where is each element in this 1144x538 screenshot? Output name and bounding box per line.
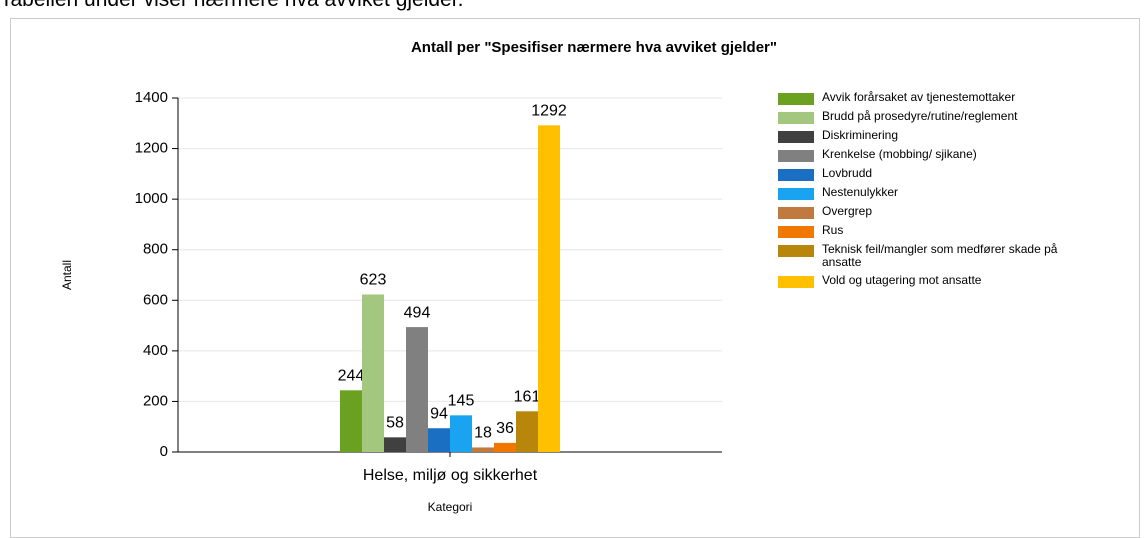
y-tick-label: 1400 [135,89,168,106]
legend-item: Brudd på prosedyre/rutine/reglement [778,110,1118,124]
bar [472,447,494,452]
legend-label: Nestenulykker [822,185,899,199]
legend-swatch [778,131,814,143]
y-tick-label: 200 [143,392,168,409]
y-tick-label: 1000 [135,190,168,207]
legend-item: Nestenulykker [778,186,1118,200]
y-tick-label: 800 [143,241,168,258]
intro-text: Tabellen under viser nærmere hva avviket… [0,0,463,12]
data-label: 244 [338,368,365,385]
legend-item: Rus [778,224,1118,238]
legend-label: Diskriminering [822,128,899,142]
data-label: 94 [430,405,448,422]
legend-item: Lovbrudd [778,167,1118,181]
legend-label: Lovbrudd [822,166,873,180]
legend-swatch [778,245,814,257]
legend-swatch [778,226,814,238]
data-label: 36 [496,420,514,437]
legend-label: Overgrep [822,204,873,218]
legend-label: Teknisk feil/mangler som medfører skade … [822,242,1058,269]
bar [516,411,538,452]
legend-swatch [778,93,814,105]
y-tick-label: 0 [160,443,168,460]
y-tick-label: 1200 [135,140,168,157]
bar [538,125,560,453]
legend-label: Brudd på prosedyre/rutine/reglement [822,109,1018,123]
legend-swatch [778,188,814,200]
bar [428,428,450,452]
legend-swatch [778,112,814,124]
legend-label: Krenkelse (mobbing/ sjikane) [822,147,977,161]
legend: Avvik forårsaket av tjenestemottaker Brud… [778,91,1118,293]
x-tick-label: Helse, miljø og sikkerhet [363,467,538,484]
y-tick-label: 600 [143,291,168,308]
legend-swatch [778,169,814,181]
legend-item: Vold og utagering mot ansatte [778,274,1118,288]
legend-label: Rus [822,223,844,237]
data-label: 494 [404,304,431,321]
data-label: 1292 [531,103,567,120]
data-label: 623 [360,272,387,289]
legend-label: Avvik forårsaket av tjenestemottaker [822,90,1016,104]
legend-item: Overgrep [778,205,1118,219]
data-label: 58 [386,415,404,432]
legend-swatch [778,276,814,288]
bar [362,294,384,452]
chart-title: Antall per "Spesifiser nærmere hva avvik… [411,39,777,56]
y-axis-label: Antall [60,260,74,290]
bar [450,415,472,452]
x-axis-label: Kategori [428,500,473,514]
legend-swatch [778,150,814,162]
legend-item: Diskriminering [778,129,1118,143]
legend-item: Avvik forårsaket av tjenestemottaker [778,91,1118,105]
data-label: 18 [474,425,492,442]
data-label: 145 [448,393,475,410]
bar [406,327,428,452]
legend-item: Teknisk feil/mangler som medfører skade … [778,243,1118,269]
legend-label: Vold og utagering mot ansatte [822,273,982,287]
bar [340,390,362,452]
legend-item: Krenkelse (mobbing/ sjikane) [778,148,1118,162]
bar [494,442,516,452]
y-tick-label: 400 [143,342,168,359]
bar [384,437,406,452]
legend-swatch [778,207,814,219]
data-label: 161 [514,389,541,406]
